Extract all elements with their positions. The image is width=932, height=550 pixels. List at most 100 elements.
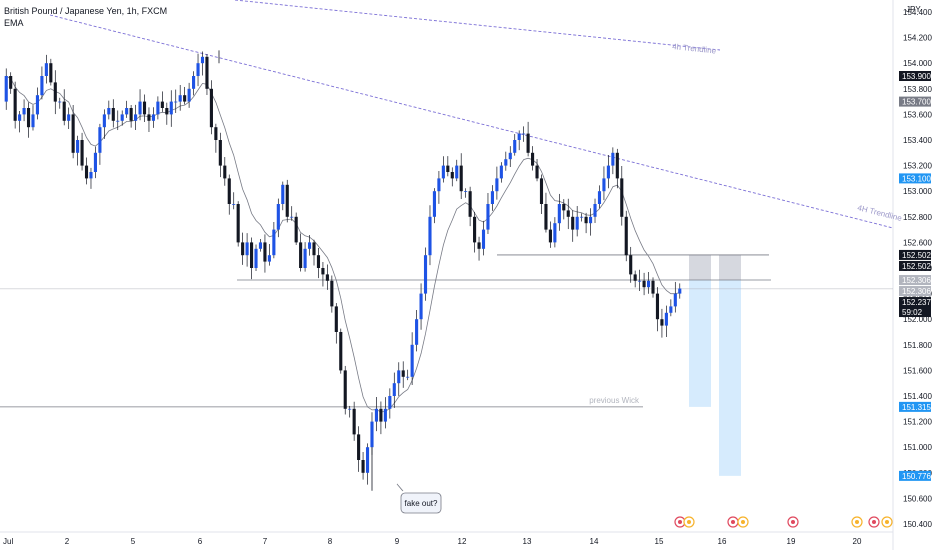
candle-body (214, 127, 218, 140)
candle-body (664, 312, 668, 326)
candle-body (655, 293, 660, 320)
position-zones (689, 254, 741, 476)
candle-body (245, 242, 249, 256)
candle-body (156, 101, 160, 115)
candle-body (548, 229, 552, 243)
candle-body (272, 229, 276, 256)
candle-body (401, 370, 405, 377)
candle-body (566, 210, 570, 217)
event-markers (674, 516, 893, 528)
candle-body (620, 178, 624, 217)
candle-body (53, 82, 57, 102)
candle-body (205, 56, 209, 89)
candle-body (580, 216, 584, 218)
candle-body (285, 184, 289, 217)
candle-body (174, 101, 178, 103)
time-tick-label: 14 (590, 537, 599, 546)
candle-body (4, 76, 8, 102)
candle-body (267, 255, 271, 262)
candle-body (343, 370, 347, 409)
candle-body (31, 114, 35, 128)
candle-body (495, 178, 499, 192)
price-label-badge (899, 401, 931, 412)
candle-body (602, 178, 606, 192)
price-label-badge (899, 96, 931, 107)
price-label-badge (899, 260, 931, 271)
candle-body (437, 178, 441, 192)
candle-body (432, 191, 437, 217)
price-tick-label: 153.600 (903, 110, 932, 119)
candle-body (151, 114, 155, 121)
candle-body (169, 101, 173, 115)
candle-body (93, 152, 98, 172)
price-tick-label: 153.400 (903, 136, 932, 145)
candle-body (227, 178, 231, 204)
candle-body (557, 204, 561, 224)
candle-body (638, 280, 642, 282)
candle-body (334, 306, 338, 332)
price-tick-label: 152.000 (903, 315, 932, 324)
candle-body (504, 159, 508, 166)
price-label-text: 153.900 (902, 72, 931, 81)
candle-body (455, 165, 459, 179)
candle-body (539, 178, 544, 204)
candle-body (142, 101, 147, 115)
candles (4, 50, 682, 491)
candle-body (316, 255, 321, 268)
candle-body (526, 133, 530, 153)
candle-body (116, 120, 120, 122)
candle-body (624, 216, 628, 256)
candle-body (383, 408, 387, 422)
candle-body (249, 242, 254, 268)
candle-body (209, 88, 213, 128)
candle-body (593, 204, 597, 217)
price-tick-label: 154.200 (903, 34, 932, 43)
candle-body (406, 376, 410, 378)
candle-body (633, 274, 637, 281)
price-axis: 150.400150.600150.800151.000151.200151.4… (899, 5, 932, 529)
candle-body (165, 108, 169, 115)
candle-body (606, 165, 610, 179)
position-target-zone (719, 280, 741, 476)
candle-body (71, 114, 75, 153)
countdown-text: 59:02 (902, 308, 923, 317)
candle-body (446, 165, 450, 172)
candle-body (374, 408, 379, 422)
candle-body (58, 101, 62, 103)
candle-body (673, 293, 677, 307)
price-tick-label: 152.600 (903, 238, 932, 247)
price-tick-label: 152.800 (903, 213, 932, 222)
candle-body (379, 408, 383, 422)
economic-event-dot (791, 520, 795, 524)
candle-body (307, 242, 312, 249)
candle-body (147, 114, 151, 121)
economic-event-dot (855, 520, 859, 524)
candle-body (388, 396, 392, 409)
candle-body (111, 108, 115, 121)
price-tick-label: 154.000 (903, 59, 932, 68)
price-label-badge (899, 71, 931, 81)
candle-body (517, 133, 521, 140)
candle-body (352, 408, 356, 435)
time-tick-label: 16 (718, 537, 727, 546)
candle-body (365, 447, 370, 473)
price-label-text: 150.776 (902, 472, 931, 481)
candle-body (473, 216, 477, 243)
price-label-badge (899, 286, 931, 297)
position-target-zone (689, 280, 711, 407)
candle-body (459, 165, 463, 192)
candle-body (415, 319, 419, 345)
time-tick-label: 20 (853, 537, 862, 546)
candle-body (276, 204, 280, 230)
economic-event-dot (885, 520, 889, 524)
candle-body (588, 216, 593, 224)
time-tick-label: 13 (523, 537, 532, 546)
candle-body (26, 108, 31, 128)
price-label-badge (899, 173, 931, 184)
candle-body (486, 204, 490, 230)
candle-body (464, 191, 468, 192)
candle-body (49, 63, 53, 83)
ema-line (5, 75, 680, 413)
price-tick-label: 153.000 (903, 187, 932, 196)
